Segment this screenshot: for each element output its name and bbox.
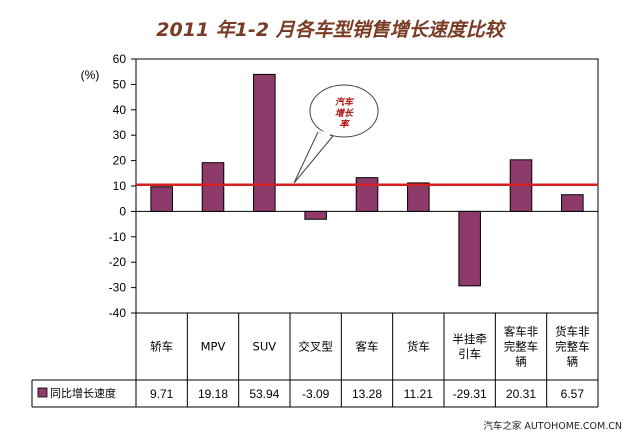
y-tick-label: 60 bbox=[113, 52, 127, 66]
legend-swatch bbox=[37, 387, 48, 398]
y-tick-label: 50 bbox=[113, 77, 127, 91]
data-value-label: -29.31 bbox=[453, 387, 487, 401]
callout-join bbox=[317, 129, 331, 137]
bar bbox=[150, 186, 173, 212]
data-value-label: 20.31 bbox=[506, 387, 536, 401]
callout-text: 汽车 bbox=[335, 97, 355, 108]
y-tick-label: 10 bbox=[113, 179, 127, 193]
data-value-label: -3.09 bbox=[302, 387, 330, 401]
watermark-text: 汽车之家 AUTOHOME.COM.CN bbox=[483, 420, 622, 432]
bar bbox=[407, 182, 430, 212]
legend-label: 同比增长速度 bbox=[50, 386, 116, 400]
bar bbox=[304, 210, 327, 220]
category-label: 轿车 bbox=[150, 340, 173, 354]
y-tick-label: -10 bbox=[109, 230, 127, 244]
y-tick-label: -30 bbox=[109, 281, 127, 295]
category-label: 引车 bbox=[458, 347, 481, 361]
data-value-label: 13.28 bbox=[352, 387, 382, 401]
data-value-label: 11.21 bbox=[404, 387, 433, 401]
bar bbox=[458, 210, 481, 287]
category-label: MPV bbox=[201, 340, 226, 354]
y-tick-label: 0 bbox=[119, 204, 126, 218]
chart-title: 2011 年1-2 月各车型销售增长速度比较 bbox=[156, 19, 506, 41]
data-value-label: 19.18 bbox=[198, 387, 228, 401]
y-tick-label: 30 bbox=[113, 128, 127, 142]
category-label: 客车 bbox=[356, 340, 379, 354]
category-label: 半挂牵 bbox=[452, 332, 487, 346]
category-label: 客车非 bbox=[504, 325, 539, 339]
data-value-label: 53.94 bbox=[249, 387, 279, 401]
data-value-label: 6.57 bbox=[561, 387, 585, 401]
callout-bubble bbox=[309, 84, 379, 138]
y-tick-label: 40 bbox=[113, 103, 127, 117]
bar bbox=[253, 73, 276, 212]
bar bbox=[355, 177, 379, 212]
category-label: 辆 bbox=[515, 355, 527, 369]
callout-pointer bbox=[293, 131, 334, 184]
category-label: SUV bbox=[253, 340, 277, 354]
category-label: 货车非 bbox=[555, 325, 590, 339]
bar bbox=[561, 194, 584, 212]
y-axis-unit: (%) bbox=[81, 68, 100, 82]
callout-text: 率 bbox=[339, 119, 350, 130]
category-label: 辆 bbox=[567, 355, 579, 369]
category-label: 货车 bbox=[407, 340, 430, 354]
data-value-label: 9.71 bbox=[150, 387, 174, 401]
y-tick-label: 20 bbox=[113, 154, 127, 168]
callout-text: 增长 bbox=[335, 108, 354, 119]
y-tick-label: -40 bbox=[109, 306, 127, 320]
category-label: 完整车 bbox=[504, 340, 539, 354]
category-label: 交叉型 bbox=[298, 340, 333, 354]
category-label: 完整车 bbox=[555, 340, 590, 354]
bar bbox=[201, 162, 225, 212]
y-tick-label: -20 bbox=[109, 255, 127, 269]
